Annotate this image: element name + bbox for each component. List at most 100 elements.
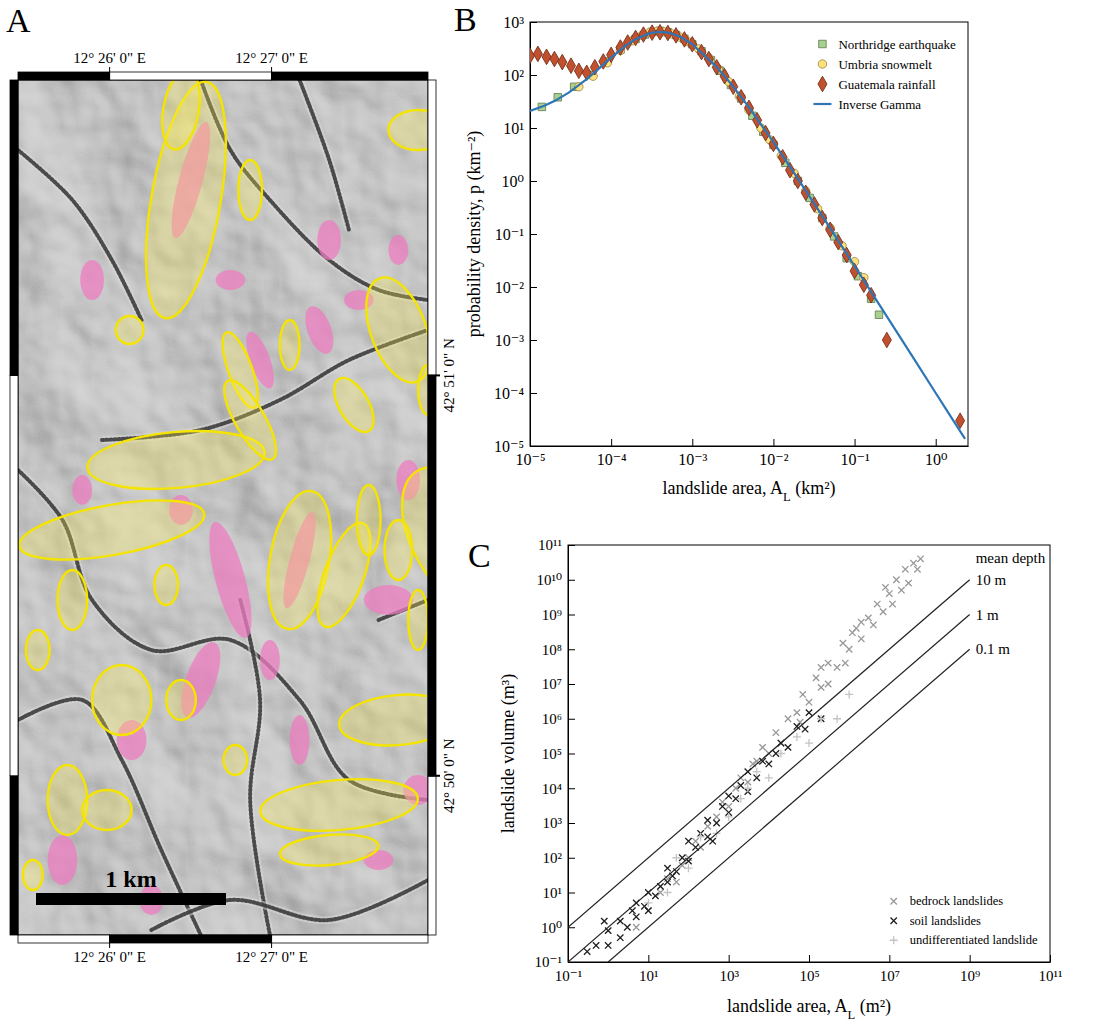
- data-point: [558, 54, 567, 70]
- data-point: [617, 935, 623, 941]
- x-tick-label: 10¹: [639, 968, 659, 984]
- data-point: [738, 782, 744, 788]
- y-tick-label: 10⁸: [542, 642, 562, 658]
- landslide-pink: [364, 585, 413, 615]
- y-tick-mark: [568, 754, 575, 755]
- border-segment: [110, 72, 272, 80]
- y-tick: 10⁻³: [495, 332, 537, 349]
- landslide-yellow: [92, 665, 151, 735]
- data-point: [846, 646, 852, 652]
- x-axis-line: [531, 446, 969, 447]
- data-point: [713, 820, 719, 826]
- y-tick-label: 10⁻¹: [535, 954, 562, 970]
- y-tick-mark: [568, 684, 575, 685]
- data-point: [542, 49, 551, 65]
- data-point: [704, 823, 710, 829]
- y-tick-mark: [530, 181, 537, 182]
- legend-label: Umbria snowmelt: [838, 57, 932, 72]
- x-tick-mark: [889, 955, 890, 962]
- x-tick-mark: [970, 955, 971, 962]
- x-tick-label: 12° 26' 0" E: [73, 50, 146, 66]
- legend-item: Northridge earthquake: [819, 37, 956, 52]
- legend-item: soil landslides: [890, 914, 981, 928]
- text-part: (km²): [791, 478, 836, 499]
- data-point: [800, 691, 806, 697]
- y-tick: 10³: [503, 14, 537, 31]
- x-tick-label: 10⁷: [880, 968, 900, 984]
- landslide-yellow: [408, 590, 428, 650]
- x-tick-label: 10⁵: [799, 968, 819, 984]
- data-point: [533, 46, 542, 62]
- y-tick: [428, 374, 440, 376]
- y-tick-mark: [568, 927, 575, 928]
- landslide-yellow: [58, 570, 88, 630]
- data-point: [817, 715, 825, 723]
- data-point: [773, 729, 779, 735]
- panel-letter: A: [6, 2, 31, 39]
- x-tick-mark: [611, 439, 612, 446]
- data-point: [805, 739, 813, 747]
- x-axis: 10⁻¹10¹10³10⁵10⁷10⁹10¹¹: [555, 955, 1063, 984]
- x-tick: 10⁵: [799, 955, 819, 984]
- data-point: [870, 622, 876, 628]
- data-point: [845, 690, 853, 698]
- y-tick: 10⁰: [502, 173, 537, 190]
- data-point: [645, 907, 651, 913]
- ravine: [300, 80, 349, 230]
- data-point: [914, 566, 920, 572]
- x-tick-label: 12° 26' 0" E: [73, 949, 146, 965]
- legend-marker: [890, 898, 896, 904]
- border-segment: [18, 72, 110, 80]
- y-tick: 10³: [543, 815, 576, 831]
- border-segment: [10, 80, 18, 375]
- plot-frame: [568, 545, 1050, 962]
- x-tick-mark: [936, 439, 937, 446]
- legend-marker: [890, 918, 896, 924]
- y-tick: 10¹: [543, 885, 576, 901]
- data-point: [644, 899, 652, 907]
- landslide-pink: [201, 518, 261, 642]
- y-tick-label: 10¹⁰: [536, 572, 562, 588]
- data-point: [725, 793, 731, 799]
- landslide-pink: [80, 260, 104, 300]
- depth-line: [568, 615, 970, 963]
- y-tick-label: 10¹: [543, 885, 563, 901]
- y-tick-mark: [568, 719, 575, 720]
- y-tick: 10⁹: [542, 607, 575, 623]
- y-tick-label: 10⁰: [502, 173, 524, 190]
- data-point: [766, 761, 772, 767]
- landslide-yellow: [154, 565, 178, 605]
- data-point: [652, 893, 658, 899]
- y-tick-mark: [530, 22, 537, 23]
- x-tick: 10¹¹: [1039, 955, 1063, 984]
- map-panel: 12° 26' 0" E12° 26' 0" E12° 27' 0" E12° …: [10, 50, 536, 965]
- x-tick-label: 10⁻¹: [840, 451, 869, 468]
- x-tick: 10¹: [639, 955, 659, 984]
- x-tick-label: 12° 27' 0" E: [235, 949, 308, 965]
- landslide-yellow: [116, 316, 144, 344]
- data-point: [765, 774, 773, 782]
- landslide-yellow: [357, 485, 381, 555]
- panel-letter: C: [468, 537, 491, 574]
- data-point: [825, 660, 831, 666]
- y-tick: 10¹¹: [538, 537, 575, 553]
- y-tick-mark: [568, 615, 575, 616]
- landslide-yellow: [215, 374, 286, 467]
- landslide-yellow: [223, 745, 247, 775]
- data-point: [697, 833, 705, 841]
- ravine: [201, 80, 428, 300]
- border-segment: [428, 776, 436, 935]
- x-tick: 10⁻³: [678, 439, 707, 468]
- y-tick-label: 42° 51' 0" N: [441, 338, 457, 413]
- landslide-pink: [216, 270, 246, 290]
- x-tick: [109, 67, 110, 80]
- data-point: [793, 733, 801, 741]
- data-point: [624, 924, 630, 930]
- x-axis-line: [569, 962, 1051, 963]
- border-segment: [428, 375, 436, 775]
- data-point: [910, 560, 916, 566]
- y-tick: 10⁻²: [495, 279, 537, 296]
- data-point: [898, 587, 904, 593]
- landslide-yellow: [26, 630, 50, 670]
- y-tick: 10⁶: [542, 711, 575, 727]
